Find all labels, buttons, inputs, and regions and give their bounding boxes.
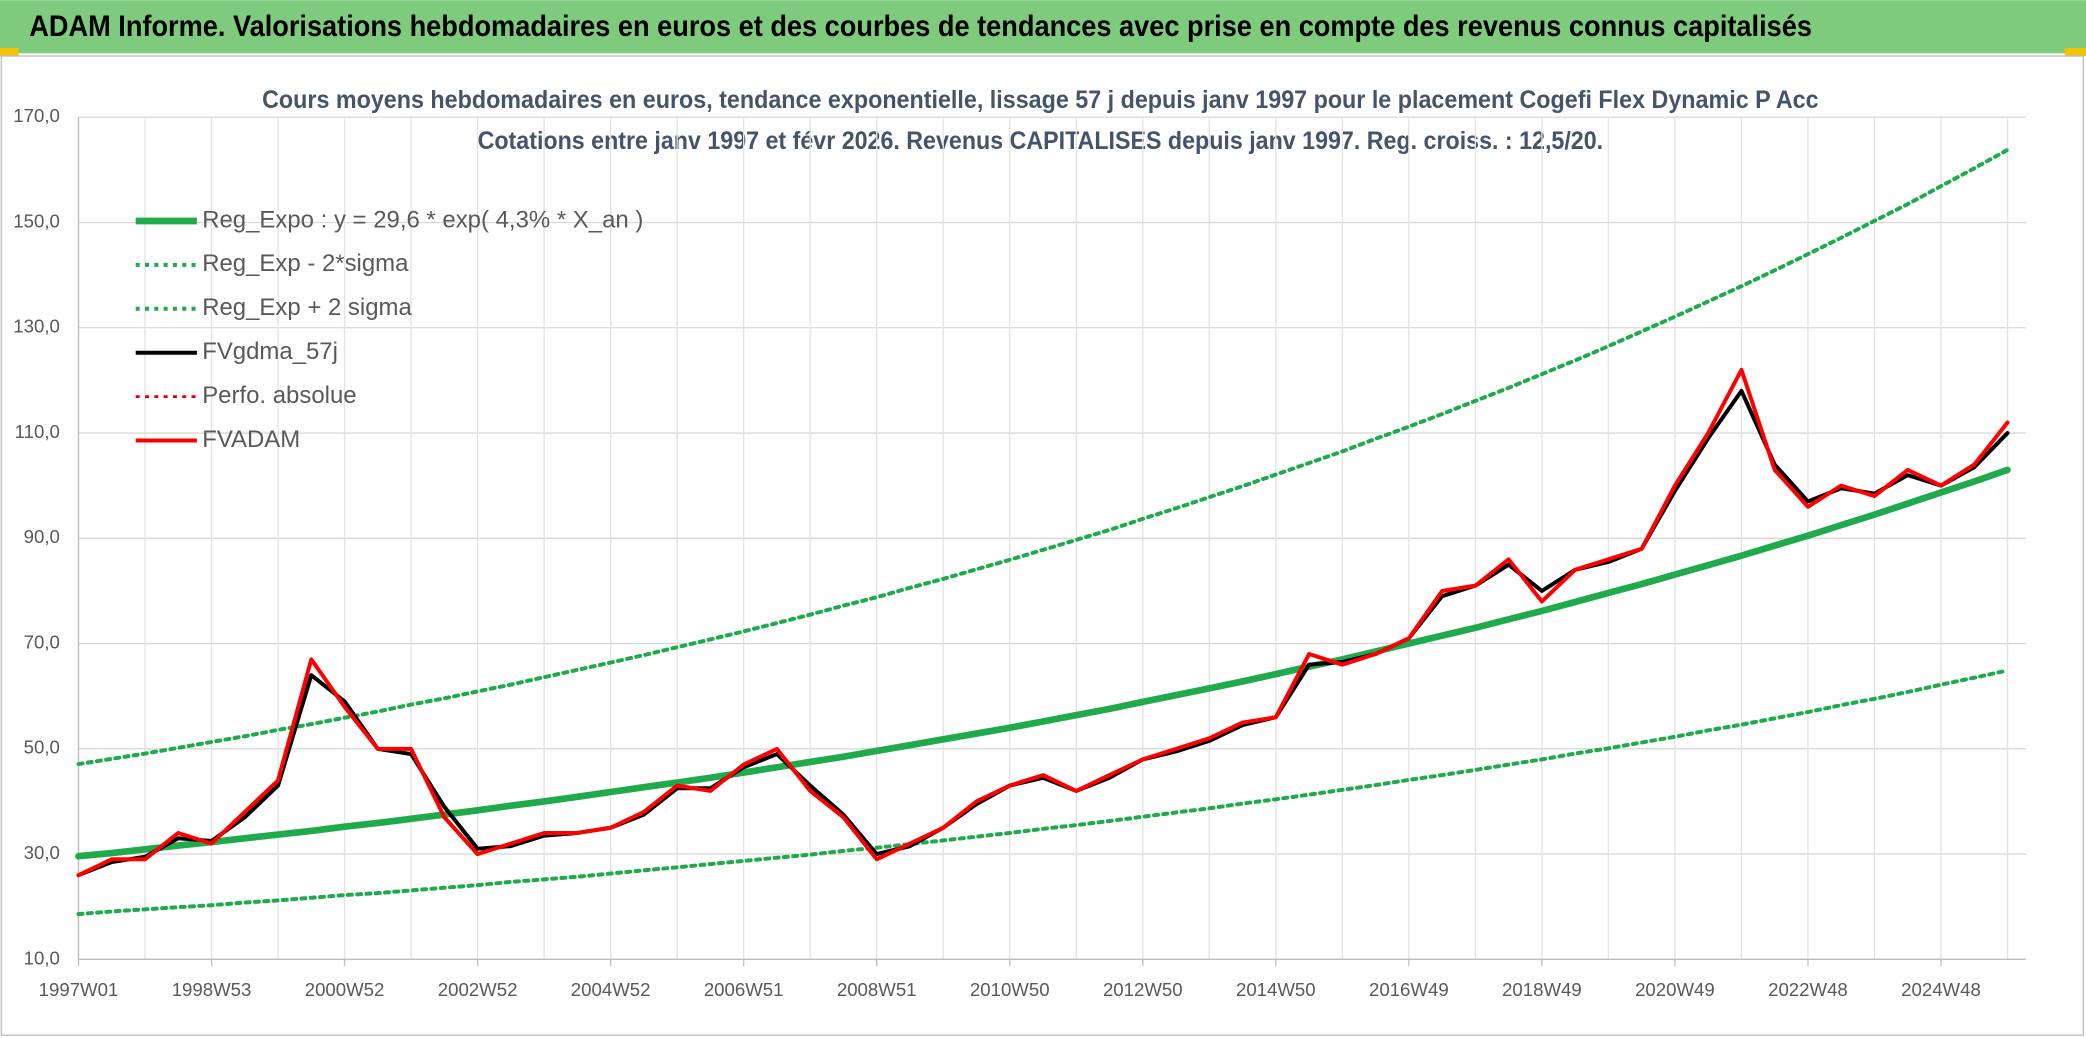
x-tick-label: 2006W51 [704, 979, 784, 1000]
x-tick-label: 2000W52 [305, 979, 385, 1000]
x-tick-label: 2012W50 [1103, 979, 1183, 1000]
x-tick-label: 2020W49 [1635, 979, 1715, 1000]
series-line [76, 668, 2010, 917]
y-tick-label: 90,0 [24, 526, 60, 547]
x-tick-label: 2002W52 [438, 979, 518, 1000]
chart-frame [0, 55, 2085, 1036]
series-line [75, 466, 2011, 860]
y-tick-label: 70,0 [24, 631, 60, 652]
legend: Reg_Expo : y = 29,6 * exp( 4,3% * X_an )… [135, 206, 643, 453]
y-tick-label: 170,0 [13, 105, 60, 126]
y-tick-label: 130,0 [13, 316, 60, 337]
x-tick-label: 2010W50 [970, 979, 1050, 1000]
legend-label: Reg_Exp + 2 sigma [202, 294, 412, 321]
x-tick-label: 2018W49 [1502, 979, 1582, 1000]
y-tick-label: 110,0 [15, 421, 60, 442]
legend-label: FVADAM [202, 426, 300, 453]
x-tick-label: 2004W52 [571, 979, 651, 1000]
y-tick-label: 50,0 [24, 737, 60, 758]
x-tick-label: 2014W50 [1236, 979, 1316, 1000]
plot [75, 147, 2011, 917]
legend-label: Reg_Exp - 2*sigma [202, 250, 409, 277]
banner-title: ADAM Informe. Valorisations hebdomadaire… [29, 11, 1812, 43]
x-tick-label: 2008W51 [837, 979, 917, 1000]
series-line [76, 367, 2010, 878]
x-tick-label: 2022W48 [1768, 979, 1848, 1000]
corner-accent [0, 48, 19, 57]
corner-accent [2064, 48, 2086, 57]
grid: 10,0 30,0 50,0 70,0 90,0 110,0 130,0 150,0 170,0… [13, 105, 2027, 1000]
series-line [76, 388, 2010, 878]
x-tick-label: 1997W01 [39, 979, 119, 1000]
y-tick-label: 10,0 [24, 947, 60, 968]
chart-subtitle: Cotations entre janv 1997 et févr 2026. … [478, 127, 1603, 155]
x-tick-label: 2016W49 [1369, 979, 1449, 1000]
banner-bar [0, 0, 2086, 54]
legend-label: Perfo. absolue [202, 382, 356, 409]
legend-label: Reg_Expo : y = 29,6 * exp( 4,3% * X_an ) [202, 206, 643, 233]
series-line [76, 147, 2010, 767]
y-tick-label: 30,0 [24, 842, 60, 863]
y-tick-label: 150,0 [13, 210, 60, 231]
x-tick-label: 2024W48 [1901, 979, 1981, 1000]
x-tick-label: 1998W53 [172, 979, 252, 1000]
chart-title: Cours moyens hebdomadaires en euros, ten… [262, 86, 1819, 114]
legend-label: FVgdma_57j [202, 338, 338, 365]
